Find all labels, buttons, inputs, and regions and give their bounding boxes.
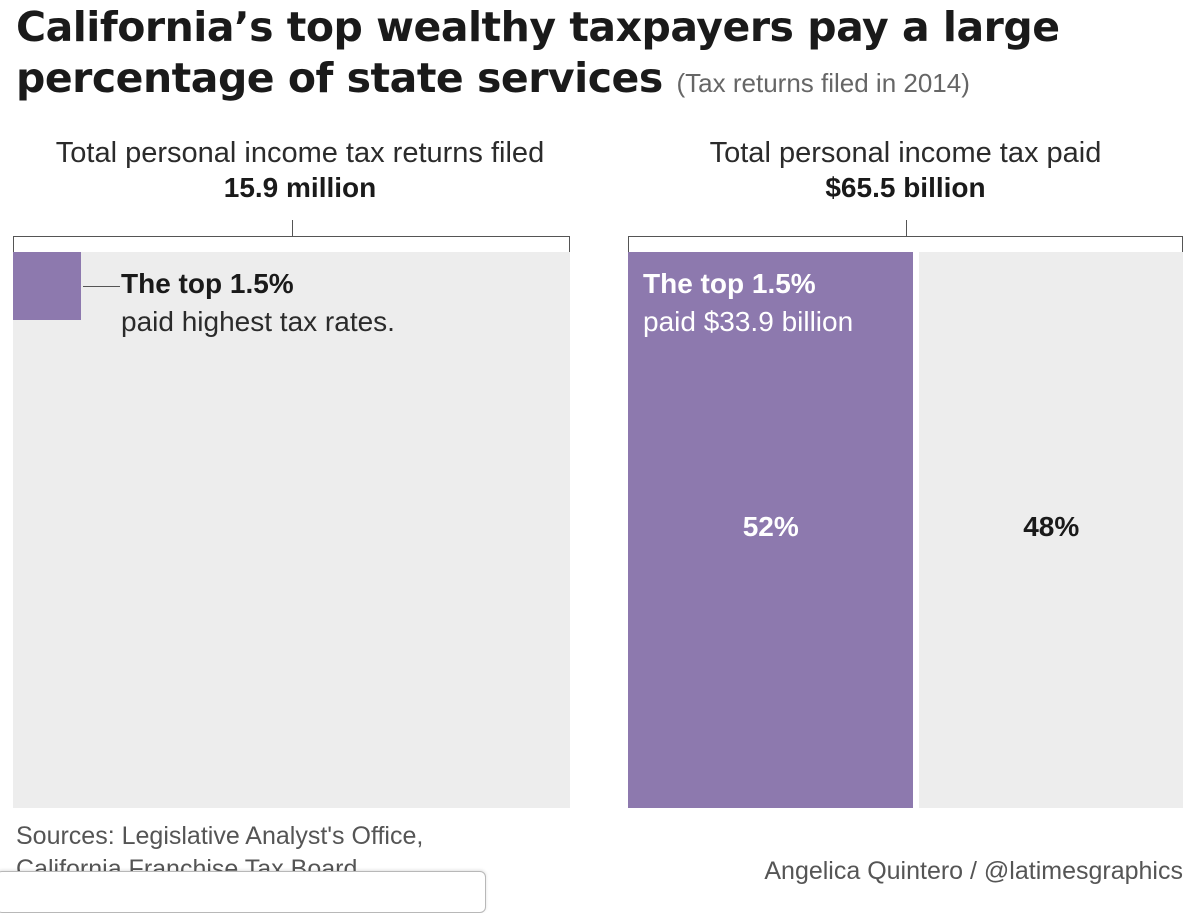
sources-note: Sources: Legislative Analyst's Office, C… <box>16 820 536 878</box>
taxpaid-rest-bar <box>919 252 1183 808</box>
taxpaid-total-value: $65.5 billion <box>825 172 986 203</box>
credit-line: Angelica Quintero / @latimesgraphics <box>764 857 1183 885</box>
taxpaid-bracket <box>628 220 1183 252</box>
taxpaid-rest-percent: 48% <box>1023 511 1080 542</box>
taxpaid-top-amount: paid $33.9 billion <box>643 306 854 337</box>
chart-title: California’s top wealthy taxpayers pay a… <box>16 2 1186 109</box>
returns-top-share-square <box>13 252 82 321</box>
overlay-panel[interactable] <box>0 871 486 913</box>
chart-title-main: California’s top wealthy taxpayers pay a… <box>16 3 1060 102</box>
returns-total-area <box>13 252 570 808</box>
taxpaid-top-heading: The top 1.5% <box>643 268 816 299</box>
returns-callout-text: paid highest tax rates. <box>121 306 395 337</box>
taxpaid-top-percent: 52% <box>742 511 799 542</box>
returns-panel-header: Total personal income tax returns filed … <box>10 136 590 206</box>
returns-bracket-tick <box>291 220 293 237</box>
returns-callout-heading: The top 1.5% <box>121 268 294 299</box>
taxpaid-top-bar <box>628 252 914 808</box>
returns-bracket <box>13 220 570 252</box>
taxpaid-bracket-tick <box>905 220 907 237</box>
taxpaid-panel-header: Total personal income tax paid $65.5 bil… <box>628 136 1183 206</box>
sources-line-1: Sources: Legislative Analyst's Office, <box>16 822 424 850</box>
returns-callout: The top 1.5% paid highest tax rates. <box>121 265 395 341</box>
taxpaid-panel-label: Total personal income tax paid <box>709 137 1102 169</box>
chart-subtitle: (Tax returns filed in 2014) <box>676 68 970 98</box>
returns-total-value: 15.9 million <box>223 172 377 203</box>
returns-panel-label: Total personal income tax returns filed <box>55 137 545 169</box>
taxpaid-top-label: The top 1.5% paid $33.9 billion <box>643 265 853 341</box>
returns-callout-leader <box>83 286 120 287</box>
